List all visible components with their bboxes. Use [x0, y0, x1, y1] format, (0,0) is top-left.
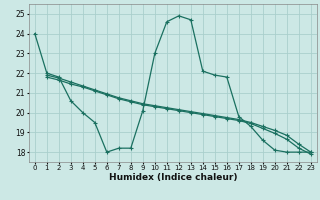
X-axis label: Humidex (Indice chaleur): Humidex (Indice chaleur) [108, 173, 237, 182]
